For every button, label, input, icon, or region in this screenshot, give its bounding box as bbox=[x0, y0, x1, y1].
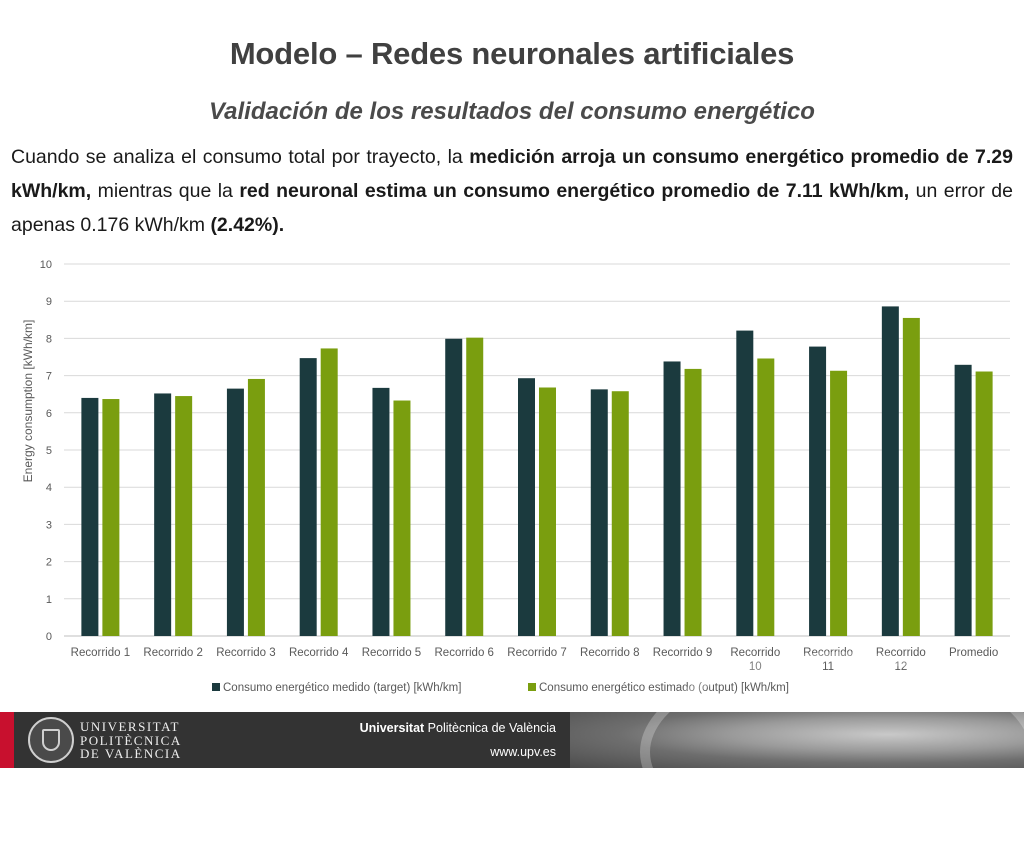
y-tick-label: 7 bbox=[46, 371, 52, 383]
paragraph-emphasis: red neuronal estima un consumo energétic… bbox=[239, 180, 910, 202]
bar-estimated bbox=[393, 400, 411, 636]
summary-paragraph: Cuando se analiza el consumo total por t… bbox=[11, 140, 1013, 242]
bar-estimated bbox=[466, 337, 484, 636]
bar-measured bbox=[881, 306, 899, 636]
bar-measured bbox=[663, 361, 681, 636]
bar-estimated bbox=[539, 387, 556, 636]
y-tick-label: 1 bbox=[46, 594, 52, 606]
x-tick-label: Recorrido 2 bbox=[143, 647, 202, 659]
paragraph-emphasis: (2.42%). bbox=[210, 214, 285, 236]
x-tick-label: Recorrido 4 bbox=[289, 647, 349, 659]
x-tick-label: Recorrido 3 bbox=[216, 647, 275, 659]
footer-seal-ring bbox=[640, 652, 1024, 852]
bars bbox=[81, 306, 993, 636]
legend-swatch bbox=[212, 683, 220, 691]
energy-consumption-chart: 0 1 2 3 4 5 6 7 8 9 10 Recorrido 1 Recorrido 2 Recor… bbox=[21, 259, 1010, 694]
y-tick-label: 10 bbox=[40, 259, 52, 271]
bar-measured bbox=[299, 358, 317, 636]
website-link[interactable]: www.upv.es bbox=[490, 745, 556, 759]
x-tick-label: Recorrido 9 bbox=[653, 647, 712, 659]
bar-estimated bbox=[102, 399, 120, 636]
bar-measured bbox=[226, 388, 244, 636]
slide-title: Modelo – Redes neuronales artificiales bbox=[229, 36, 795, 71]
x-tick-label: Recorrido 5 bbox=[362, 647, 421, 659]
bar-measured bbox=[954, 364, 972, 636]
bar-measured bbox=[736, 330, 754, 636]
bar-estimated bbox=[684, 368, 702, 636]
paragraph-text: Cuando se analiza el consumo total por t… bbox=[11, 146, 470, 168]
bar-measured bbox=[445, 338, 463, 636]
y-tick-label: 5 bbox=[46, 445, 52, 457]
logo-line: DE VALÈNCIA bbox=[80, 746, 182, 761]
bar-estimated bbox=[975, 371, 993, 636]
y-tick-label: 2 bbox=[46, 557, 52, 569]
y-tick-label: 6 bbox=[46, 408, 52, 420]
bar-measured bbox=[809, 346, 827, 636]
bar-measured bbox=[372, 387, 390, 636]
legend-swatch bbox=[528, 683, 536, 691]
footer-institution: Universitat Politècnica de València www.… bbox=[300, 716, 556, 764]
y-tick-label: 3 bbox=[46, 519, 52, 531]
y-tick-label: 4 bbox=[46, 482, 52, 494]
university-logo-text: UNIVERSITAT POLITÈCNICA DE VALÈNCIA bbox=[80, 720, 182, 761]
x-tick-label: Recorrido 6 bbox=[435, 647, 494, 659]
bar-estimated bbox=[247, 378, 265, 636]
y-tick-label: 9 bbox=[46, 296, 52, 308]
bar-estimated bbox=[611, 391, 629, 636]
bar-measured bbox=[154, 393, 172, 636]
footer-accent-stripe bbox=[0, 712, 14, 768]
bar-measured bbox=[81, 397, 99, 636]
bar-measured bbox=[590, 389, 608, 636]
bar-estimated bbox=[175, 396, 193, 636]
university-seal-icon bbox=[28, 717, 74, 763]
x-tick-label: Recorrido 7 bbox=[507, 647, 566, 659]
y-axis-label: Energy consumption [kWh/km] bbox=[21, 320, 35, 483]
x-tick-label: Recorrido 8 bbox=[580, 647, 639, 659]
paragraph-text: un error de apenas 0.176 kWh/km bbox=[11, 180, 1013, 236]
institution-rest: Politècnica de València bbox=[424, 721, 556, 735]
x-tick-label: Recorrido 1 bbox=[71, 647, 130, 659]
paragraph-emphasis: medición arroja un consumo energético pr… bbox=[11, 146, 1013, 202]
y-tick-label: 0 bbox=[46, 631, 52, 643]
bar-estimated bbox=[902, 317, 920, 636]
y-tick-label: 8 bbox=[46, 333, 52, 345]
footer-bar: UNIVERSITAT POLITÈCNICA DE VALÈNCIA Univ… bbox=[0, 652, 1024, 852]
paragraph-text: mientras que la bbox=[91, 180, 240, 202]
y-tick-labels: 0 1 2 3 4 5 6 7 8 9 10 bbox=[40, 259, 52, 643]
logo-line: POLITÈCNICA bbox=[80, 732, 182, 748]
bar-estimated bbox=[757, 358, 775, 636]
legend-label: Consumo energético medido (target) [kWh/… bbox=[223, 682, 461, 694]
slide-subtitle: Validación de los resultados del consumo… bbox=[209, 98, 815, 125]
institution-bold: Universitat bbox=[359, 721, 425, 735]
bar-estimated bbox=[830, 370, 848, 636]
grid-lines bbox=[64, 263, 1010, 637]
x-tick-label: Promedio bbox=[949, 647, 998, 659]
bar-estimated bbox=[320, 348, 338, 636]
logo-line: UNIVERSITAT bbox=[80, 719, 180, 734]
bar-measured bbox=[518, 378, 535, 636]
